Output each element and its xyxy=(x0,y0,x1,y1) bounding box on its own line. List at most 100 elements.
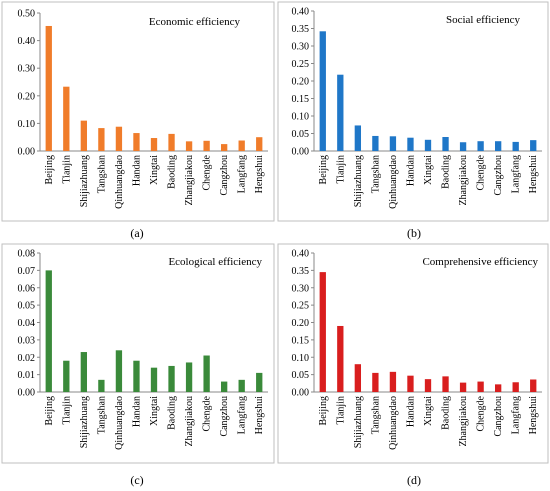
bar-cangzhou xyxy=(220,381,228,392)
bar-xingtai xyxy=(424,139,432,151)
chart-title: Comprehensive efficiency xyxy=(422,256,538,268)
y-tick-label: 0.04 xyxy=(18,318,36,329)
panel-label-a: (a) xyxy=(130,226,143,240)
bar-langfang xyxy=(238,140,245,151)
category-label: Baoding xyxy=(441,396,452,430)
bar-handan xyxy=(407,375,414,392)
category-label: Cangzhou xyxy=(493,396,504,437)
y-tick-label: 0.00 xyxy=(292,388,310,399)
bar-zhangjiakou xyxy=(459,382,467,392)
category-label: Baoding xyxy=(167,396,178,430)
y-tick-label: 0.08 xyxy=(18,249,36,260)
panel-label-d: (d) xyxy=(407,473,421,487)
category-label: Chengde xyxy=(476,395,487,431)
y-tick-label: 0.06 xyxy=(18,283,36,294)
panel-b-frame xyxy=(277,1,549,222)
y-tick-label: 0.07 xyxy=(18,266,36,277)
bar-baoding xyxy=(442,376,449,392)
chart-title: Ecological efficiency xyxy=(168,256,262,268)
category-label: Zhangjiakou xyxy=(458,155,469,206)
bar-baoding xyxy=(442,137,449,151)
bar-chengde xyxy=(477,381,484,392)
y-tick-label: 0.15 xyxy=(292,94,310,105)
y-tick-label: 0.02 xyxy=(18,353,36,364)
bar-zhangjiakou xyxy=(185,362,193,392)
category-label: Chengde xyxy=(202,154,213,190)
y-tick-label: 0.20 xyxy=(292,77,310,88)
panel-label-c: (c) xyxy=(130,473,143,487)
bar-shijiazhuang xyxy=(80,352,88,392)
y-tick-label: 0.01 xyxy=(18,370,36,381)
category-label: Zhangjiakou xyxy=(184,155,195,206)
bar-handan xyxy=(133,360,140,392)
bar-cangzhou xyxy=(494,384,502,392)
category-label: Hengshui xyxy=(528,155,539,194)
bar-handan xyxy=(407,137,414,151)
chart-title: Social efficiency xyxy=(446,14,521,26)
category-label: Xingtai xyxy=(149,396,160,426)
category-label: Beijing xyxy=(318,155,329,184)
chart-social-efficiency: Social efficiency 0.00 0.05 0.10 0.15 0.20 0.2… xyxy=(292,7,542,209)
category-label: Cangzhou xyxy=(219,155,230,196)
category-label: Handan xyxy=(131,155,142,186)
category-label: Tianjin xyxy=(335,396,346,425)
category-label: Handan xyxy=(405,155,416,186)
panel-c-frame xyxy=(1,243,275,464)
category-label: Tangshan xyxy=(370,155,381,193)
category-label: Chengde xyxy=(202,395,213,431)
bar-hengshui xyxy=(530,379,537,392)
bar-beijing xyxy=(45,25,52,151)
y-tick-label: 0.10 xyxy=(292,112,310,123)
y-tick-label: 0.05 xyxy=(292,370,310,381)
bar-qinhuangdao xyxy=(389,136,397,151)
category-label: Qinhuangdao xyxy=(388,155,399,209)
y-tick-label: 0.20 xyxy=(18,91,36,102)
category-label: Hengshui xyxy=(254,155,265,194)
bar-langfang xyxy=(238,379,245,392)
bar-xingtai xyxy=(424,379,432,392)
category-label: Xingtai xyxy=(423,155,434,185)
y-tick-label: 0.40 xyxy=(292,7,310,18)
category-label: Shijiazhuang xyxy=(353,396,364,448)
y-tick-label: 0.05 xyxy=(292,129,310,140)
bar-zhangjiakou xyxy=(459,142,467,151)
bar-hengshui xyxy=(256,372,263,392)
bar-langfang xyxy=(512,382,519,392)
bar-shijiazhuang xyxy=(354,364,362,392)
category-label: Langfang xyxy=(511,396,522,434)
y-tick-label: 0.40 xyxy=(292,249,310,260)
bar-shijiazhuang xyxy=(354,125,362,151)
category-label: Tianjin xyxy=(335,155,346,184)
y-tick-label: 0.35 xyxy=(292,266,310,277)
bar-qinhuangdao xyxy=(115,350,123,392)
y-tick-label: 0.25 xyxy=(292,301,310,312)
panel-d-frame xyxy=(277,243,549,464)
bar-tangshan xyxy=(98,128,105,151)
category-label: Beijing xyxy=(44,155,55,184)
category-label: Handan xyxy=(131,396,142,427)
y-tick-label: 0.00 xyxy=(18,147,36,158)
bar-tangshan xyxy=(372,135,379,151)
category-label: Shijiazhuang xyxy=(79,155,90,207)
category-label: Zhangjiakou xyxy=(184,396,195,447)
bar-xingtai xyxy=(150,138,158,151)
chart-comprehensive-efficiency: Comprehensive efficiency 0.00 0.05 0.10 0.15… xyxy=(292,249,542,450)
category-label: Cangzhou xyxy=(493,155,504,196)
category-label: Tangshan xyxy=(96,155,107,193)
category-label: Langfang xyxy=(237,396,248,434)
category-label: Langfang xyxy=(511,155,522,193)
category-label: Cangzhou xyxy=(219,396,230,437)
category-label: Shijiazhuang xyxy=(353,155,364,207)
bar-xingtai xyxy=(150,367,158,392)
bar-baoding xyxy=(168,365,175,392)
bar-qinhuangdao xyxy=(389,371,397,392)
bar-beijing xyxy=(319,31,326,151)
y-tick-label: 0.30 xyxy=(18,64,36,75)
bar-tianjin xyxy=(63,86,70,151)
panel-label-b: (b) xyxy=(407,226,421,240)
category-label: Tianjin xyxy=(61,396,72,425)
category-label: Beijing xyxy=(318,396,329,425)
y-tick-label: 0.05 xyxy=(18,301,36,312)
y-tick-label: 0.10 xyxy=(18,119,36,130)
